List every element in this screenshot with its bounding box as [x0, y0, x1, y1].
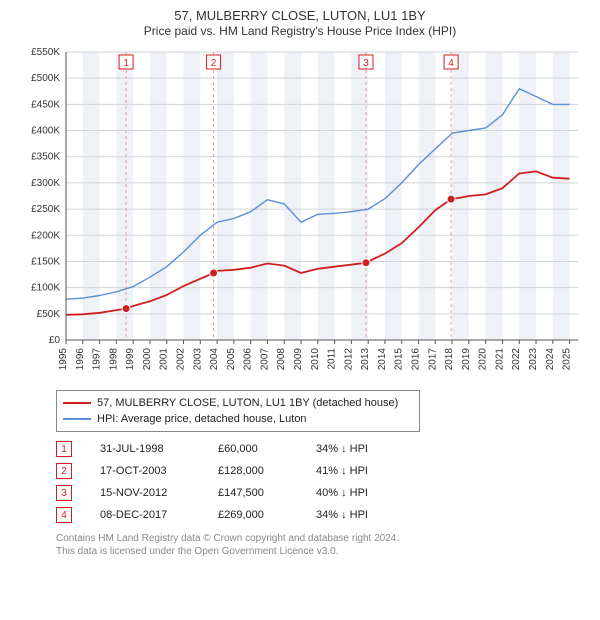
svg-text:£450K: £450K [31, 99, 60, 110]
footnote-line: This data is licensed under the Open Gov… [56, 545, 590, 558]
svg-text:1996: 1996 [75, 348, 86, 371]
transaction-price: £60,000 [218, 443, 288, 455]
transaction-diff: 34% ↓ HPI [316, 509, 396, 521]
legend-label: HPI: Average price, detached house, Luto… [97, 413, 307, 425]
svg-text:2006: 2006 [243, 348, 254, 371]
legend-item: 57, MULBERRY CLOSE, LUTON, LU1 1BY (deta… [63, 395, 413, 411]
svg-text:2014: 2014 [377, 348, 388, 371]
transaction-date: 15-NOV-2012 [100, 487, 190, 499]
svg-text:£0: £0 [49, 335, 61, 346]
legend: 57, MULBERRY CLOSE, LUTON, LU1 1BY (deta… [56, 390, 420, 432]
svg-text:2012: 2012 [343, 348, 354, 371]
svg-text:2004: 2004 [209, 348, 220, 371]
svg-text:2007: 2007 [259, 348, 270, 371]
transaction-row: 1 31-JUL-1998 £60,000 34% ↓ HPI [56, 438, 590, 460]
transaction-marker: 4 [56, 507, 72, 523]
transaction-row: 2 17-OCT-2003 £128,000 41% ↓ HPI [56, 460, 590, 482]
svg-text:2008: 2008 [276, 348, 287, 371]
svg-text:4: 4 [448, 58, 454, 69]
transaction-date: 08-DEC-2017 [100, 509, 190, 521]
legend-item: HPI: Average price, detached house, Luto… [63, 411, 413, 427]
transaction-marker: 3 [56, 485, 72, 501]
transaction-marker: 1 [56, 441, 72, 457]
svg-text:£250K: £250K [31, 204, 60, 215]
svg-text:2021: 2021 [494, 348, 505, 371]
svg-text:2023: 2023 [528, 348, 539, 371]
price-chart: £0 £50K £100K £150K £200K £250K £300K £350K £400… [10, 44, 590, 384]
transaction-price: £128,000 [218, 465, 288, 477]
svg-text:£300K: £300K [31, 178, 60, 189]
svg-text:2024: 2024 [545, 348, 556, 371]
transaction-diff: 34% ↓ HPI [316, 443, 396, 455]
transaction-price: £269,000 [218, 509, 288, 521]
svg-text:2011: 2011 [327, 348, 338, 370]
svg-text:1998: 1998 [108, 348, 119, 371]
page-title: 57, MULBERRY CLOSE, LUTON, LU1 1BY [10, 8, 590, 23]
footnote: Contains HM Land Registry data © Crown c… [56, 532, 590, 558]
svg-text:2015: 2015 [394, 348, 405, 371]
svg-text:£500K: £500K [31, 73, 60, 84]
svg-text:3: 3 [363, 58, 369, 69]
svg-text:£200K: £200K [31, 230, 60, 241]
transaction-diff: 41% ↓ HPI [316, 465, 396, 477]
svg-text:£400K: £400K [31, 126, 60, 137]
transaction-marker: 2 [56, 463, 72, 479]
svg-text:£550K: £550K [31, 47, 60, 58]
svg-text:2009: 2009 [293, 348, 304, 371]
svg-text:2000: 2000 [142, 348, 153, 371]
svg-text:2017: 2017 [427, 348, 438, 371]
page-subtitle: Price paid vs. HM Land Registry's House … [10, 24, 590, 38]
svg-text:2010: 2010 [310, 348, 321, 371]
transaction-row: 4 08-DEC-2017 £269,000 34% ↓ HPI [56, 504, 590, 526]
svg-text:2019: 2019 [461, 348, 472, 371]
transaction-price: £147,500 [218, 487, 288, 499]
svg-text:1999: 1999 [125, 348, 136, 371]
svg-text:2018: 2018 [444, 348, 455, 371]
svg-text:2020: 2020 [478, 348, 489, 371]
transaction-date: 17-OCT-2003 [100, 465, 190, 477]
svg-text:1997: 1997 [92, 348, 103, 371]
svg-text:£50K: £50K [37, 309, 61, 320]
svg-text:2001: 2001 [159, 348, 170, 371]
transaction-date: 31-JUL-1998 [100, 443, 190, 455]
legend-swatch [63, 418, 91, 420]
svg-text:2016: 2016 [411, 348, 422, 371]
footnote-line: Contains HM Land Registry data © Crown c… [56, 532, 590, 545]
transaction-diff: 40% ↓ HPI [316, 487, 396, 499]
transaction-row: 3 15-NOV-2012 £147,500 40% ↓ HPI [56, 482, 590, 504]
svg-text:2002: 2002 [176, 348, 187, 371]
svg-text:2003: 2003 [192, 348, 203, 371]
svg-text:2022: 2022 [511, 348, 522, 371]
svg-text:£350K: £350K [31, 152, 60, 163]
svg-text:£150K: £150K [31, 256, 60, 267]
svg-text:2013: 2013 [360, 348, 371, 371]
svg-text:2025: 2025 [562, 348, 573, 371]
svg-text:2005: 2005 [226, 348, 237, 371]
legend-swatch [63, 402, 91, 404]
transactions-table: 1 31-JUL-1998 £60,000 34% ↓ HPI 2 17-OCT-2003… [56, 438, 590, 526]
legend-label: 57, MULBERRY CLOSE, LUTON, LU1 1BY (deta… [97, 397, 398, 409]
svg-text:2: 2 [211, 58, 217, 69]
svg-text:1: 1 [123, 58, 129, 69]
svg-text:1995: 1995 [58, 348, 69, 371]
svg-text:£100K: £100K [31, 283, 60, 294]
